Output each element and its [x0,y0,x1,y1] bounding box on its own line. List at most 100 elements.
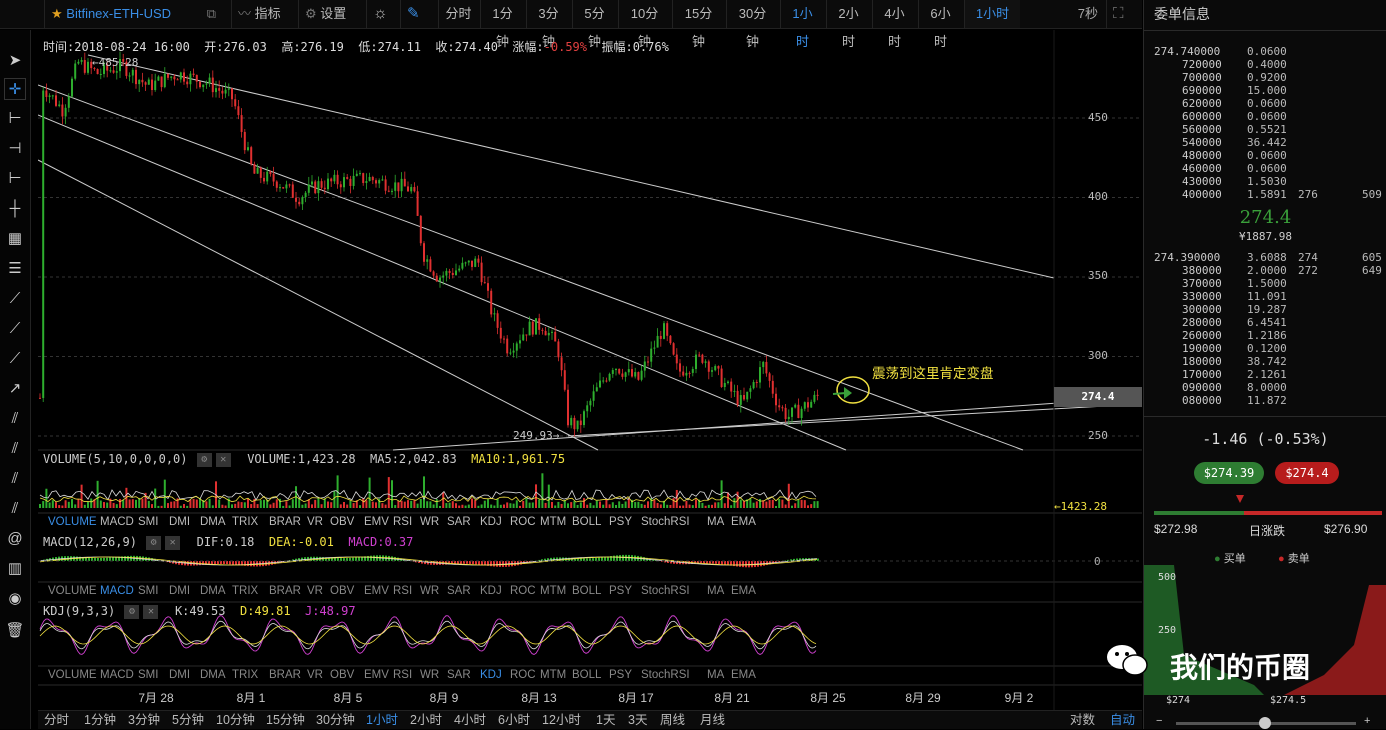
indicator-tab-vr[interactable]: VR [307,668,323,682]
indicator-tab-volume[interactable]: VOLUME [48,668,97,682]
interval-7[interactable]: 1小时 [780,0,824,28]
volume-settings-icon[interactable]: ⚙ [197,453,212,467]
indicator-tab-brar[interactable]: BRAR [269,584,301,598]
indicator-tab-rsi[interactable]: RSI [393,668,412,682]
indicator-tab-roc[interactable]: ROC [510,515,536,529]
horizontal-ray-icon[interactable]: ⊣ [4,138,26,160]
interval-2[interactable]: 3分钟 [526,0,570,28]
fullscreen-icon[interactable]: ⛶ [1106,0,1136,28]
bottom-interval-3[interactable]: 5分钟 [172,711,204,730]
bottom-interval-8[interactable]: 2小时 [410,711,442,730]
bottom-interval-12[interactable]: 1天 [596,711,615,730]
macd-settings-icon[interactable]: ⚙ [146,536,161,550]
indicator-tab-wr[interactable]: WR [420,668,439,682]
indicator-tab-smi[interactable]: SMI [138,584,158,598]
interval-0[interactable]: 分时 [438,0,478,28]
fib-fan-icon[interactable]: ⫽ [4,468,26,490]
indicator-tab-volume[interactable]: VOLUME [48,584,97,598]
macd-close-icon[interactable]: ✕ [165,536,180,550]
indicator-tab-ema[interactable]: EMA [731,515,756,529]
volume-close-icon[interactable]: ✕ [216,453,231,467]
indicator-tab-vr[interactable]: VR [307,515,323,529]
arrow-line-icon[interactable]: ↗ [4,378,26,400]
depth-zoom-handle[interactable] [1259,717,1271,729]
indicator-tab-boll[interactable]: BOLL [572,668,601,682]
indicator-tab-dmi[interactable]: DMI [169,584,190,598]
parallel-lines-icon[interactable]: ☰ [4,258,26,280]
indicator-tab-obv[interactable]: OBV [330,584,354,598]
indicator-tab-trix[interactable]: TRIX [232,515,258,529]
interval-10[interactable]: 6小时 [918,0,962,28]
ray-line-icon[interactable]: ⟋ [4,318,26,340]
indicator-tab-roc[interactable]: ROC [510,584,536,598]
indicator-tab-macd[interactable]: MACD [100,515,134,529]
indicator-tab-rsi[interactable]: RSI [393,515,412,529]
indicator-tab-brar[interactable]: BRAR [269,515,301,529]
indicator-tab-dma[interactable]: DMA [200,668,226,682]
indicator-tab-sar[interactable]: SAR [447,668,471,682]
indicator-tab-dmi[interactable]: DMI [169,515,190,529]
indicator-tab-mtm[interactable]: MTM [540,515,566,529]
indicator-tab-boll[interactable]: BOLL [572,515,601,529]
indicator-tab-ma[interactable]: MA [707,584,724,598]
bottom-interval-11[interactable]: 12小时 [542,711,581,730]
bottom-interval-10[interactable]: 6小时 [498,711,530,730]
indicator-tab-sar[interactable]: SAR [447,515,471,529]
bottom-interval-1[interactable]: 1分钟 [84,711,116,730]
star-icon[interactable]: ★ [51,6,63,21]
interval-11[interactable]: 1小时 [964,0,1020,28]
segment-tool-icon[interactable]: ⊢ [4,108,26,130]
popout-icon[interactable]: ⧉ [207,0,216,28]
indicator-tab-psy[interactable]: PSY [609,584,632,598]
indicator-tab-stochrsi[interactable]: StochRSI [641,515,690,529]
indicator-tab-brar[interactable]: BRAR [269,668,301,682]
indicator-tab-boll[interactable]: BOLL [572,584,601,598]
indicator-tab-macd[interactable]: MACD [100,584,134,598]
vertical-line-icon[interactable]: ┼ [4,198,26,220]
eye-icon[interactable]: ◉ [4,588,26,610]
symbol-selector[interactable]: ★ Bitfinex-ETH-USD ⧉ [44,0,224,28]
kdj-settings-icon[interactable]: ⚙ [124,605,139,619]
settings-button[interactable]: ⚙ 设置 [298,0,360,28]
crosshair-icon[interactable]: ✛ [4,78,26,100]
indicator-tab-rsi[interactable]: RSI [393,584,412,598]
indicator-tab-trix[interactable]: TRIX [232,668,258,682]
indicator-tab-emv[interactable]: EMV [364,584,389,598]
andrew-pitchfork-icon[interactable]: ⫽ [4,498,26,520]
bottom-interval-5[interactable]: 15分钟 [266,711,305,730]
trend-line-icon[interactable]: ⟋ [4,288,26,310]
indicator-tab-ma[interactable]: MA [707,668,724,682]
indicator-tab-smi[interactable]: SMI [138,668,158,682]
indicator-tab-wr[interactable]: WR [420,584,439,598]
indicator-tab-roc[interactable]: ROC [510,668,536,682]
cursor-arrow-icon[interactable]: ➤ [4,50,26,72]
indicator-tab-dma[interactable]: DMA [200,515,226,529]
indicator-tab-dma[interactable]: DMA [200,584,226,598]
indicator-tab-wr[interactable]: WR [420,515,439,529]
interval-9[interactable]: 4小时 [872,0,916,28]
interval-8[interactable]: 2小时 [826,0,870,28]
log-scale-toggle[interactable]: 对数 [1070,711,1095,730]
